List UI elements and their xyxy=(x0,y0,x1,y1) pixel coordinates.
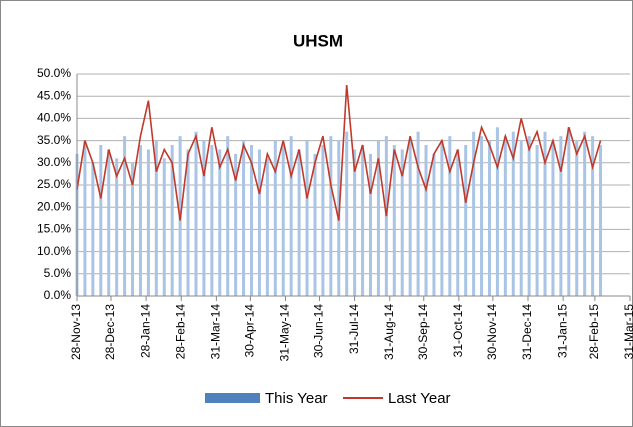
legend-label: This Year xyxy=(265,390,328,407)
bar xyxy=(99,145,103,296)
bar xyxy=(138,145,142,296)
bar xyxy=(265,158,269,296)
x-tick-label: 31-Oct-14 xyxy=(451,304,465,358)
bar xyxy=(218,149,222,296)
y-tick-label: 15.0% xyxy=(37,222,71,236)
bar xyxy=(123,136,127,296)
bar xyxy=(503,136,507,296)
y-tick-label: 0.0% xyxy=(44,288,72,302)
bar xyxy=(392,145,396,296)
x-tick-label: 30-Nov-14 xyxy=(485,304,499,360)
x-tick-label: 28-Nov-13 xyxy=(69,304,83,360)
bar xyxy=(400,149,404,296)
x-tick-label: 31-Aug-14 xyxy=(382,304,396,360)
bar xyxy=(487,140,491,296)
bar xyxy=(289,136,293,296)
legend-swatch xyxy=(205,393,260,403)
x-tick-label: 28-Dec-13 xyxy=(103,304,117,360)
bar xyxy=(321,145,325,296)
y-tick-label: 20.0% xyxy=(37,199,71,213)
y-tick-label: 30.0% xyxy=(37,155,71,169)
bar xyxy=(329,136,333,296)
x-tick-label: 31-Jan-15 xyxy=(555,304,569,358)
bar xyxy=(297,149,301,296)
bar xyxy=(368,153,372,296)
bar xyxy=(551,140,555,296)
bar xyxy=(599,145,603,296)
bar xyxy=(186,149,190,296)
bar xyxy=(115,158,119,296)
x-tick-label: 30-Apr-14 xyxy=(243,304,257,358)
bar xyxy=(273,140,277,296)
bar xyxy=(353,149,357,296)
x-tick-label: 28-Feb-14 xyxy=(173,304,187,360)
bar xyxy=(234,153,238,296)
bar xyxy=(146,149,150,296)
y-tick-label: 5.0% xyxy=(44,266,72,280)
bar xyxy=(131,162,135,296)
bar xyxy=(361,145,365,296)
bar xyxy=(170,145,174,296)
bar xyxy=(575,140,579,296)
bar xyxy=(408,140,412,296)
bar xyxy=(416,131,420,296)
bar xyxy=(162,158,166,296)
bar xyxy=(91,162,95,296)
chart-title: UHSM xyxy=(293,31,343,50)
line xyxy=(76,85,602,221)
bar xyxy=(519,140,523,296)
x-tick-label: 31-Mar-15 xyxy=(622,304,633,360)
bar xyxy=(448,136,452,296)
bar xyxy=(154,140,158,296)
bar xyxy=(535,145,539,296)
y-tick-label: 50.0% xyxy=(37,66,71,80)
bar xyxy=(432,153,436,296)
bar xyxy=(281,145,285,296)
bar xyxy=(257,149,261,296)
x-tick-label: 30-Jun-14 xyxy=(312,304,326,358)
bar xyxy=(226,136,230,296)
bar xyxy=(83,140,87,296)
bar xyxy=(376,140,380,296)
bar xyxy=(472,131,476,296)
bar xyxy=(210,145,214,296)
bar xyxy=(567,127,571,296)
y-tick-label: 10.0% xyxy=(37,244,71,258)
bar xyxy=(543,131,547,296)
bar xyxy=(511,131,515,296)
bar xyxy=(194,131,198,296)
x-tick-label: 31-May-14 xyxy=(278,304,292,362)
x-tick-label: 31-Dec-14 xyxy=(520,304,534,360)
bar xyxy=(591,136,595,296)
bar xyxy=(495,127,499,296)
bar xyxy=(313,153,317,296)
bar xyxy=(424,145,428,296)
y-tick-label: 25.0% xyxy=(37,177,71,191)
bar xyxy=(583,131,587,296)
bar xyxy=(107,149,111,296)
bar xyxy=(456,149,460,296)
bar xyxy=(202,140,206,296)
bar xyxy=(480,136,484,296)
bar xyxy=(440,140,444,296)
x-tick-label: 28-Jan-14 xyxy=(138,304,152,358)
bar xyxy=(305,140,309,296)
x-tick-label: 31-Jul-14 xyxy=(347,304,361,354)
bar xyxy=(242,140,246,296)
y-tick-label: 35.0% xyxy=(37,133,71,147)
y-tick-label: 45.0% xyxy=(37,88,71,102)
bar xyxy=(559,136,563,296)
legend-label: Last Year xyxy=(388,390,451,407)
x-tick-label: 28-Feb-15 xyxy=(587,304,601,360)
bar xyxy=(464,145,468,296)
bar xyxy=(250,145,254,296)
bar xyxy=(527,136,531,296)
x-tick-label: 31-Mar-14 xyxy=(209,304,223,360)
y-tick-label: 40.0% xyxy=(37,111,71,125)
bar xyxy=(345,131,349,296)
x-tick-label: 30-Sep-14 xyxy=(416,304,430,360)
